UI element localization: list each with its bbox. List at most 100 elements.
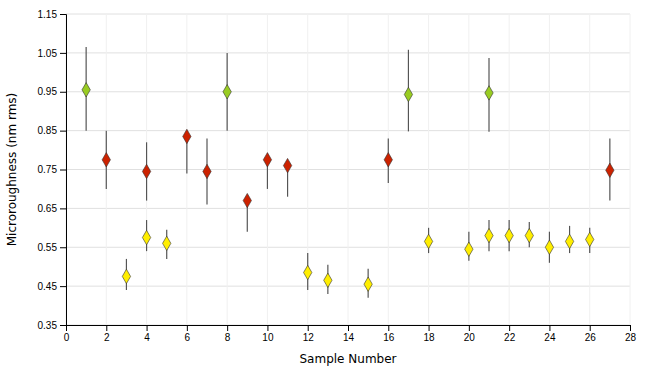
tick-label: 22 xyxy=(504,332,516,343)
tick: 0.65 xyxy=(38,203,66,214)
tick-mark xyxy=(147,325,148,331)
tick-mark xyxy=(60,286,66,287)
tick-mark xyxy=(267,325,268,331)
point xyxy=(384,153,392,167)
tick: 0.45 xyxy=(38,281,66,292)
tick-label: 0.95 xyxy=(38,86,58,97)
tick: 20 xyxy=(464,325,476,343)
tick-label: 20 xyxy=(464,332,476,343)
tick-mark xyxy=(630,325,631,331)
tick-label: 28 xyxy=(625,332,637,343)
tick-label: 0.55 xyxy=(38,242,58,253)
tick-label: 6 xyxy=(185,332,191,343)
tick: 0 xyxy=(64,325,70,343)
y-axis-title: Microroughness (nm rms) xyxy=(5,93,19,247)
chart: 02468101214161820222426280.350.450.550.6… xyxy=(0,0,650,371)
tick-label: 0.45 xyxy=(38,281,58,292)
point xyxy=(525,228,533,242)
tick-mark xyxy=(106,325,107,331)
series xyxy=(122,220,594,298)
point xyxy=(102,153,110,167)
point xyxy=(505,228,513,242)
tick-label: 8 xyxy=(225,332,231,343)
tick-label: 0 xyxy=(64,332,70,343)
plot: 02468101214161820222426280.350.450.550.6… xyxy=(38,9,637,343)
tick-mark xyxy=(308,325,309,331)
tick-mark xyxy=(348,325,349,331)
axis-line xyxy=(60,15,67,326)
tick-mark xyxy=(509,325,510,331)
point xyxy=(404,87,412,101)
grid-line xyxy=(388,14,389,325)
point xyxy=(283,158,291,172)
point xyxy=(183,129,191,143)
tick: 14 xyxy=(343,325,355,343)
tick: 0.35 xyxy=(38,320,66,331)
tick: 24 xyxy=(544,325,556,343)
tick-mark xyxy=(60,131,66,132)
tick-mark xyxy=(469,325,470,331)
grid-line xyxy=(227,14,228,325)
tick: 4 xyxy=(144,325,150,343)
point xyxy=(324,273,332,287)
tick-label: 0.65 xyxy=(38,203,58,214)
point xyxy=(485,228,493,242)
tick-mark xyxy=(227,325,228,331)
tick: 26 xyxy=(585,325,597,343)
series xyxy=(102,129,614,231)
point xyxy=(223,85,231,99)
grid-line xyxy=(186,14,187,325)
tick-mark xyxy=(60,170,66,171)
point xyxy=(424,234,432,248)
tick-label: 2 xyxy=(104,332,110,343)
tick-mark xyxy=(60,53,66,54)
point xyxy=(364,277,372,291)
point xyxy=(545,240,553,254)
tick-label: 24 xyxy=(544,332,556,343)
tick-mark xyxy=(60,208,66,209)
tick: 0.95 xyxy=(38,86,66,97)
y-axis: 0.350.450.550.650.750.850.951.051.15 xyxy=(38,9,67,331)
tick: 0.85 xyxy=(38,125,66,136)
x-axis-title: Sample Number xyxy=(299,352,396,366)
grid-line xyxy=(549,14,550,325)
tick-label: 14 xyxy=(343,332,355,343)
grid-line xyxy=(630,14,631,325)
point xyxy=(142,230,150,244)
point xyxy=(485,86,493,100)
tick-mark xyxy=(590,325,591,331)
tick-label: 16 xyxy=(383,332,395,343)
x-axis: 0246810121416182022242628 xyxy=(64,325,637,343)
point xyxy=(122,269,130,283)
tick-mark xyxy=(60,14,66,15)
tick-label: 0.85 xyxy=(38,125,58,136)
point xyxy=(565,234,573,248)
point xyxy=(203,164,211,178)
tick-label: 10 xyxy=(262,332,274,343)
tick-label: 18 xyxy=(424,332,436,343)
tick: 22 xyxy=(504,325,516,343)
tick: 0.55 xyxy=(38,242,66,253)
grid-line xyxy=(589,14,590,325)
tick: 18 xyxy=(424,325,436,343)
tick-label: 1.15 xyxy=(38,9,58,20)
tick: 1.05 xyxy=(38,48,66,59)
tick-label: 0.35 xyxy=(38,320,58,331)
tick-label: 4 xyxy=(144,332,150,343)
tick: 10 xyxy=(262,325,274,343)
grid-line xyxy=(428,14,429,325)
point xyxy=(263,153,271,167)
grid-line xyxy=(509,14,510,325)
tick: 16 xyxy=(383,325,395,343)
tick-mark xyxy=(187,325,188,331)
grid-line xyxy=(348,14,349,325)
grid-line xyxy=(468,14,469,325)
tick-mark xyxy=(549,325,550,331)
point xyxy=(304,265,312,279)
tick: 1.15 xyxy=(38,9,66,20)
tick: 8 xyxy=(225,325,231,343)
tick-label: 1.05 xyxy=(38,48,58,59)
tick-label: 12 xyxy=(303,332,315,343)
marks xyxy=(82,47,614,298)
tick-mark xyxy=(429,325,430,331)
